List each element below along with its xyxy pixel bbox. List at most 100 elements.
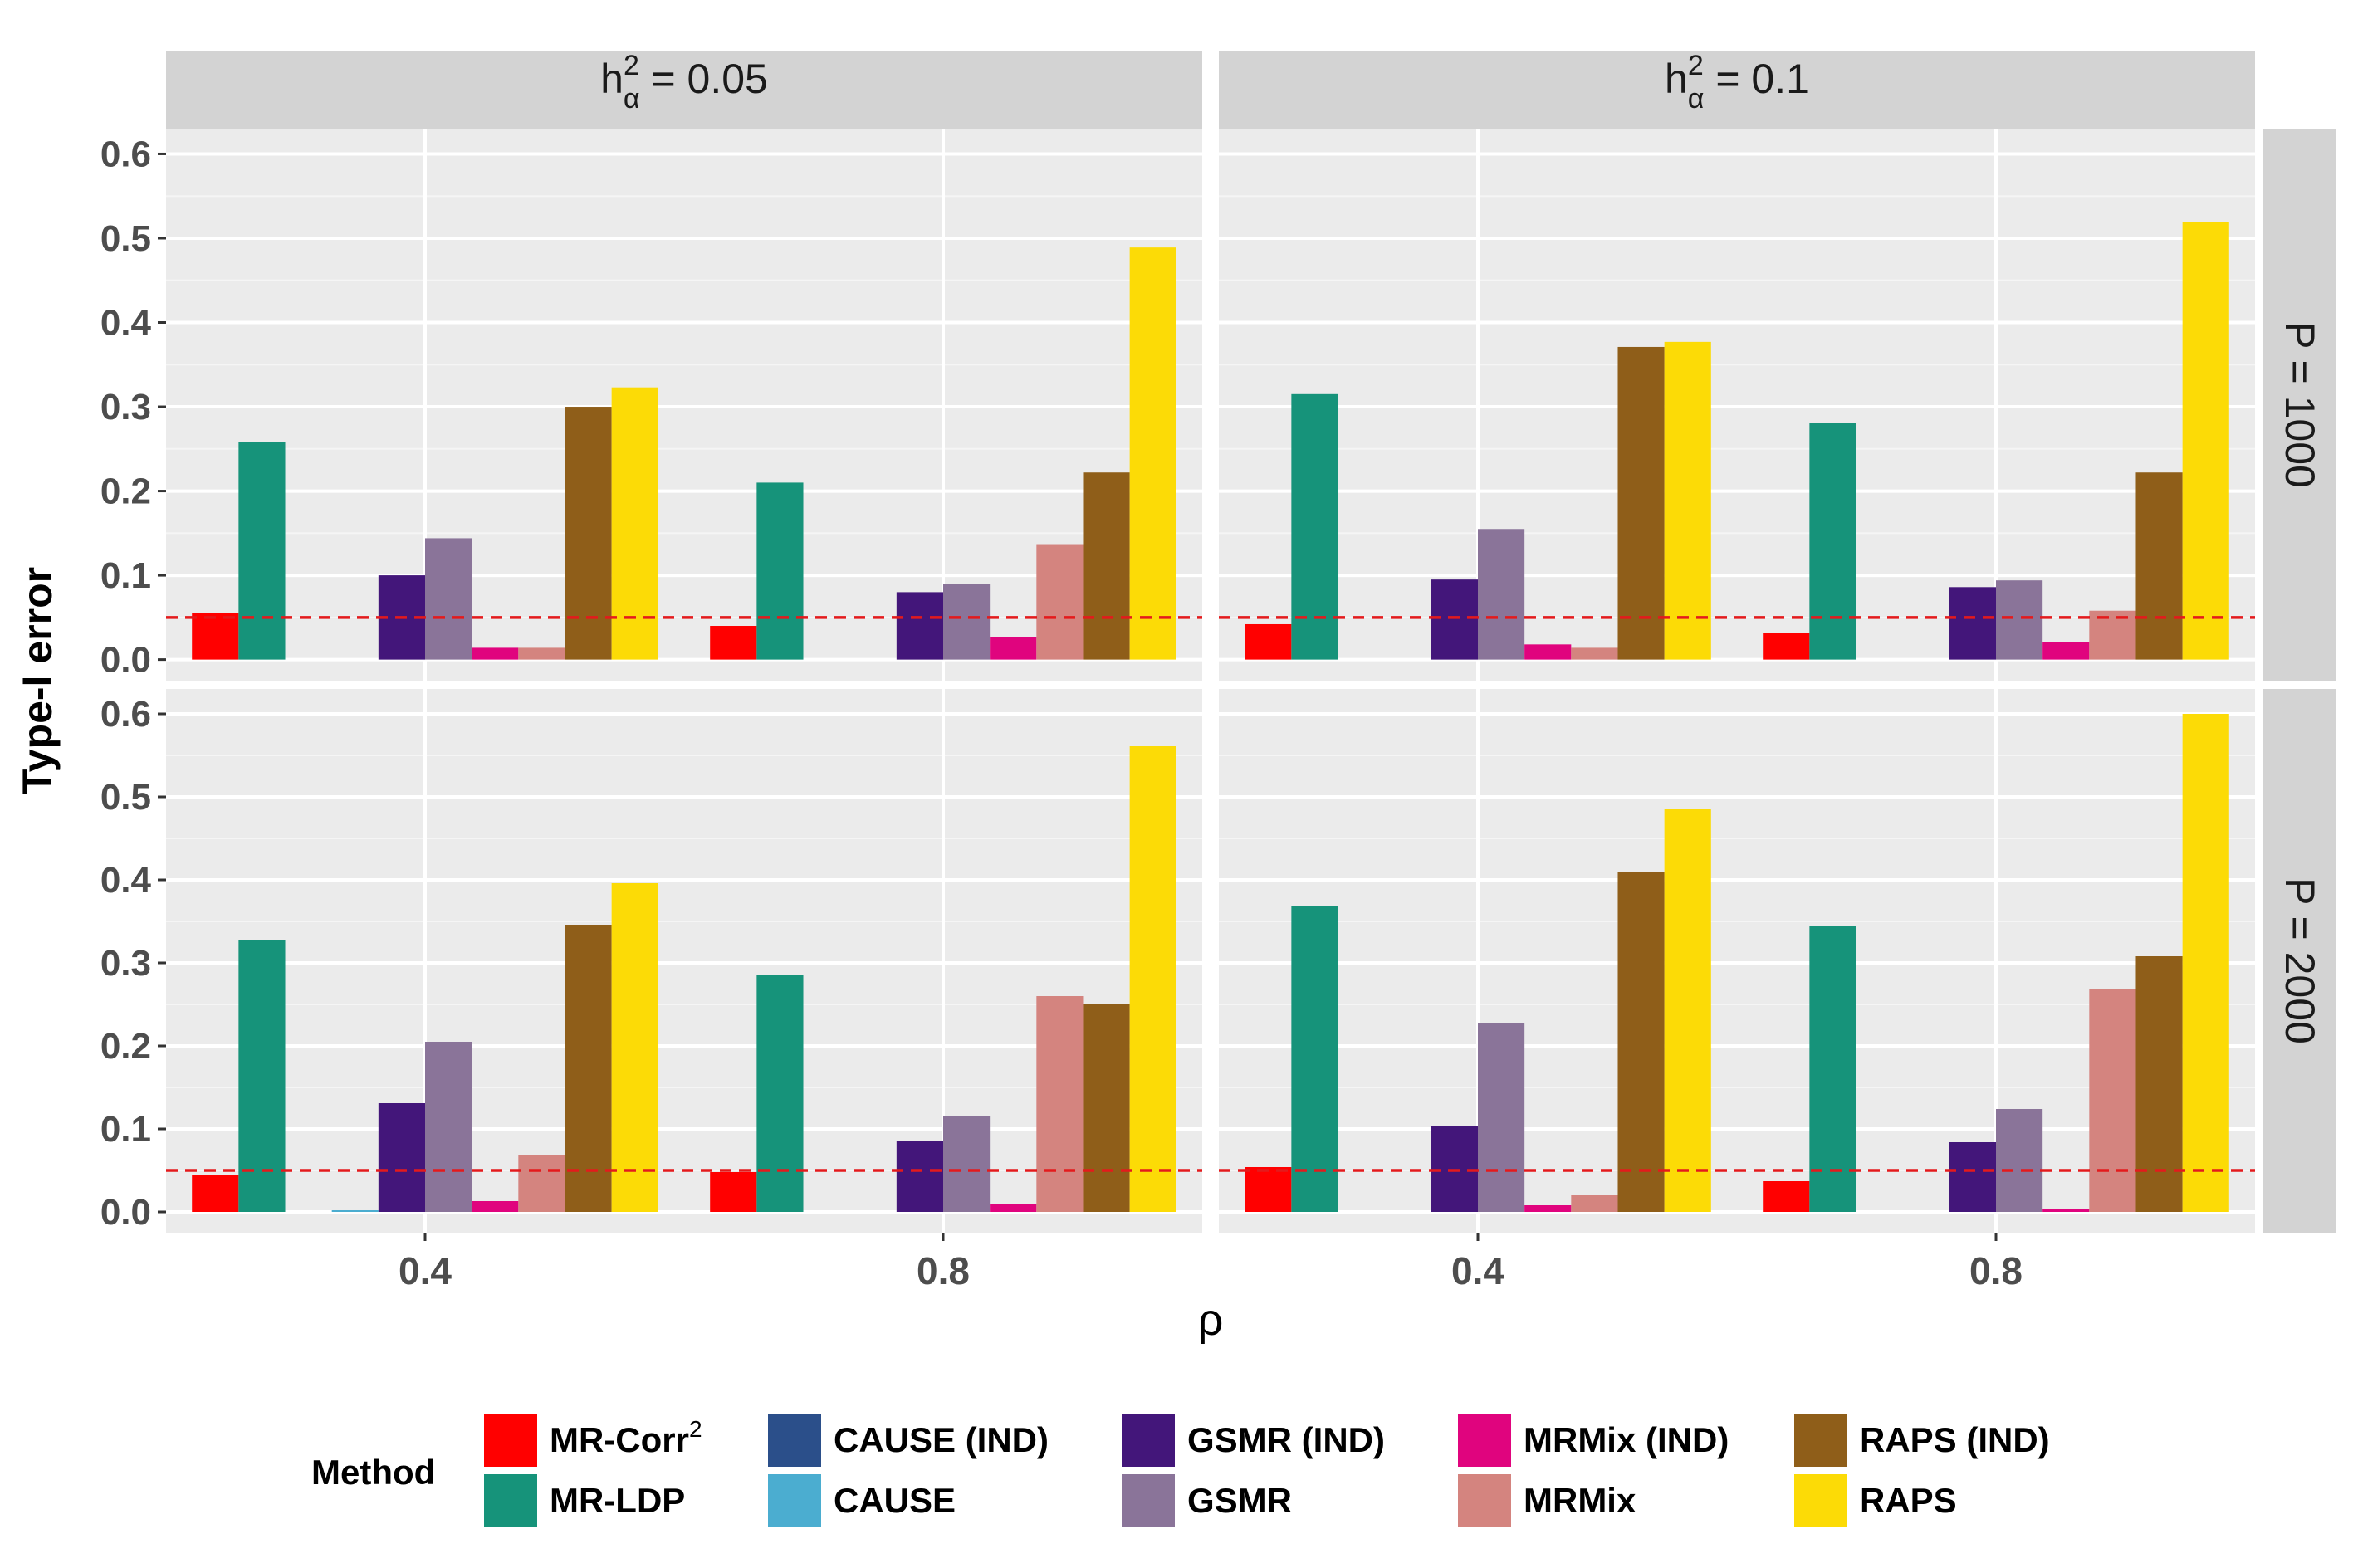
bar-gsmr-ind--rho-0.8: [1949, 587, 1996, 660]
column-strip-1: [1219, 51, 2255, 129]
legend: Method MR-Corr2 MR-LDP CAUSE (IND) CAUSE GSM…: [311, 1412, 2050, 1529]
bar-raps-ind--rho-0.4: [565, 407, 612, 660]
bar-mrmix-rho-0.4: [518, 1155, 565, 1212]
bar-mrmix-ind--rho-0.4: [472, 1201, 519, 1212]
legend-label-raps: RAPS: [1860, 1481, 1957, 1520]
y-tick-label: 0.0: [100, 1192, 151, 1233]
legend-key-mrmix: [1456, 1473, 1513, 1529]
panel-1-0: [166, 689, 1202, 1233]
legend-title: Method: [311, 1453, 435, 1492]
bar-mr-ldp-rho-0.4: [238, 442, 286, 660]
bar-mrmix-ind--rho-0.4: [472, 647, 519, 660]
bar-mr-ldp-rho-0.4: [1291, 906, 1338, 1212]
column-strip-label-0: h2 α = 0.05: [600, 50, 768, 115]
column-strip-label-1: h2 α = 0.1: [1665, 50, 1809, 115]
bar-mr-corr-rho-0.4: [192, 1175, 239, 1212]
bar-mr-ldp-rho-0.8: [1809, 423, 1856, 660]
row-strip-label-0: P = 1000: [2277, 321, 2323, 488]
bar-gsmr-ind--rho-0.8: [1949, 1142, 1996, 1212]
bar-raps-ind--rho-0.4: [1617, 346, 1665, 660]
bar-gsmr-rho-0.4: [425, 1042, 472, 1212]
column-strip-0: [166, 51, 1202, 129]
legend-key-mr-corr: [482, 1412, 539, 1468]
y-tick-label: 0.3: [100, 387, 151, 427]
bar-gsmr-rho-0.8: [1996, 580, 2043, 660]
panel-0-1: [1219, 129, 2255, 681]
bar-mr-corr-rho-0.4: [192, 613, 239, 660]
x-tick-label: 0.8: [917, 1249, 970, 1292]
y-tick-label: 0.4: [100, 860, 152, 901]
legend-key-cause: [766, 1473, 823, 1529]
x-tick-label: 0.8: [1969, 1249, 2023, 1292]
bar-gsmr-rho-0.4: [1478, 529, 1525, 660]
row-strip-1: [2263, 689, 2336, 1233]
bar-gsmr-rho-0.4: [425, 538, 472, 660]
panel-layer: [166, 129, 2255, 1233]
bar-raps-ind--rho-0.8: [1083, 1004, 1130, 1212]
y-tick-label: 0.1: [100, 555, 151, 596]
bar-mrmix-ind--rho-0.8: [2042, 1209, 2090, 1212]
bar-mrmix-rho-0.8: [1036, 996, 1084, 1212]
panel-background: [1219, 129, 2255, 681]
bar-mrmix-rho-0.8: [1036, 544, 1084, 660]
legend-label-mrmix-ind-: MRMix (IND): [1524, 1420, 1729, 1459]
bar-gsmr-ind--rho-0.4: [378, 1103, 425, 1212]
legend-key-raps: [1793, 1473, 1849, 1529]
y-tick-label: 0.5: [100, 218, 151, 259]
bar-mrmix-ind--rho-0.4: [1524, 1205, 1572, 1212]
bar-raps-ind--rho-0.4: [1617, 872, 1665, 1212]
y-tick-label: 0.0: [100, 640, 151, 681]
bar-gsmr-rho-0.8: [943, 1116, 991, 1212]
row-strip-0: [2263, 129, 2336, 681]
legend-label-cause-ind-: CAUSE (IND): [834, 1420, 1049, 1459]
bar-mrmix-rho-0.4: [518, 647, 565, 660]
legend-key-raps-ind-: [1793, 1412, 1849, 1468]
y-tick-label: 0.4: [100, 303, 152, 344]
x-tick-label: 0.4: [399, 1249, 452, 1292]
legend-label-raps-ind-: RAPS (IND): [1860, 1420, 2050, 1459]
bar-gsmr-ind--rho-0.4: [1431, 579, 1478, 660]
y-tick-label: 0.2: [100, 471, 151, 512]
bar-mr-corr-rho-0.4: [1245, 623, 1292, 660]
legend-label-gsmr-ind-: GSMR (IND): [1187, 1420, 1385, 1459]
legend-key-mr-ldp: [482, 1473, 539, 1529]
bar-mrmix-rho-0.8: [2089, 989, 2136, 1212]
y-tick-label: 0.1: [100, 1109, 151, 1150]
y-tick-label: 0.2: [100, 1026, 151, 1067]
bar-raps-rho-0.8: [2182, 222, 2229, 660]
bar-mr-ldp-rho-0.8: [756, 975, 804, 1212]
bar-raps-ind--rho-0.8: [1083, 472, 1130, 660]
y-tick-label: 0.3: [100, 943, 151, 984]
bar-mr-corr-rho-0.8: [1763, 633, 1810, 660]
bar-gsmr-rho-0.4: [1478, 1023, 1525, 1212]
bar-raps-rho-0.8: [1129, 247, 1176, 660]
legend-key-mrmix-ind-: [1456, 1412, 1513, 1468]
bar-raps-ind--rho-0.8: [2135, 956, 2183, 1212]
bar-mr-ldp-rho-0.8: [1809, 926, 1856, 1212]
bar-mrmix-ind--rho-0.8: [990, 637, 1037, 660]
bar-mr-corr-rho-0.8: [710, 626, 757, 660]
legend-label-mrmix: MRMix: [1524, 1481, 1636, 1520]
bar-mr-corr-rho-0.8: [1763, 1181, 1810, 1212]
bar-mr-ldp-rho-0.8: [756, 482, 804, 660]
bar-gsmr-ind--rho-0.8: [896, 592, 943, 660]
legend-label-cause: CAUSE: [834, 1481, 956, 1520]
bar-cause-rho-0.4: [331, 1210, 379, 1212]
bar-raps-rho-0.8: [2182, 714, 2229, 1212]
bar-mrmix-rho-0.4: [1571, 1195, 1618, 1212]
bar-raps-rho-0.4: [611, 883, 658, 1212]
bar-raps-rho-0.4: [611, 387, 658, 660]
x-axis-title: ρ: [1198, 1295, 1224, 1345]
bar-mrmix-ind--rho-0.8: [2042, 642, 2090, 660]
bar-mr-corr-rho-0.8: [710, 1172, 757, 1212]
legend-label-mr-ldp: MR-LDP: [550, 1481, 685, 1520]
y-axis-title: Type-I error: [14, 567, 61, 794]
bar-gsmr-ind--rho-0.8: [896, 1141, 943, 1212]
panel-0-0: [166, 129, 1202, 681]
legend-label-gsmr: GSMR: [1187, 1481, 1292, 1520]
bar-mr-ldp-rho-0.4: [1291, 393, 1338, 660]
bar-mrmix-ind--rho-0.4: [1524, 644, 1572, 660]
bar-mrmix-ind--rho-0.8: [990, 1204, 1037, 1212]
y-tick-label: 0.6: [100, 694, 151, 735]
